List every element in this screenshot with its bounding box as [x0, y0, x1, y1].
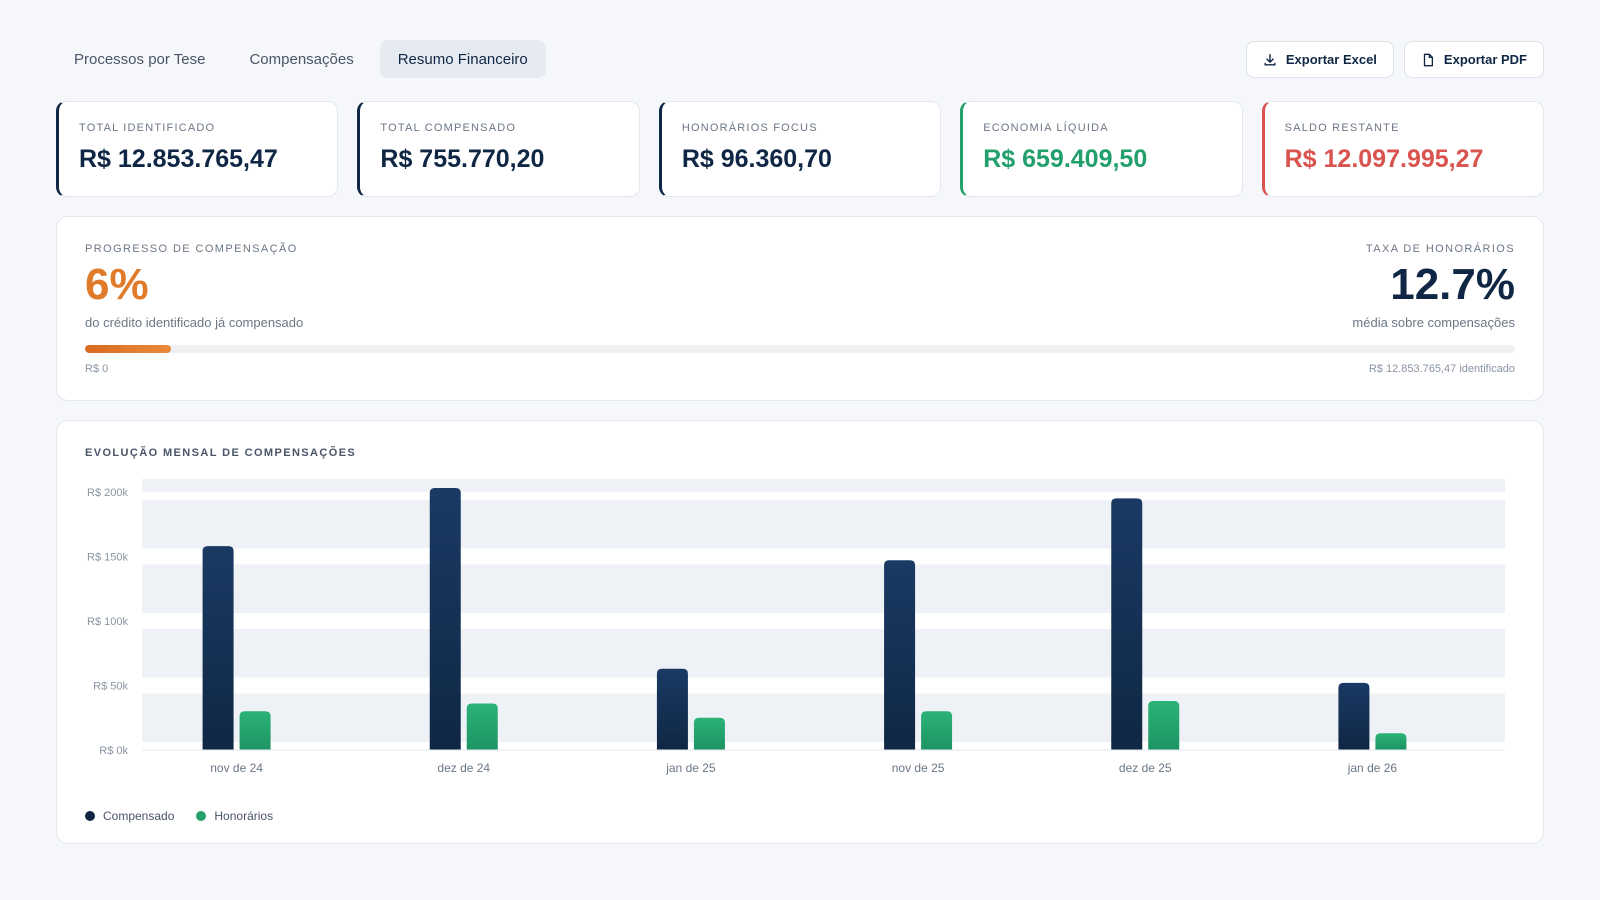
grid-band [142, 499, 1505, 549]
x-tick-label: jan de 26 [1347, 761, 1398, 775]
tab-bar: Processos por Tese Compensações Resumo F… [56, 40, 546, 78]
fee-rate-caption: média sobre compensações [1352, 315, 1515, 331]
kpi-label: Total Compensado [380, 122, 517, 134]
bar-compensado [1338, 682, 1370, 750]
x-tick-label: nov de 24 [210, 761, 263, 775]
kpi-value: R$ 659.409,50 [983, 145, 1148, 173]
grid-band [142, 564, 1505, 613]
download-icon [1264, 53, 1276, 66]
grid-band [142, 628, 1505, 678]
progress-min-label: R$ 0 [85, 363, 109, 375]
bar-compensado [202, 546, 234, 750]
bar-honorarios [466, 703, 498, 750]
progress-summary: Progresso de Compensação 6% do crédito i… [85, 243, 303, 330]
kpi-economia-liquida: Economia Líquida R$ 659.409,50 [960, 101, 1243, 197]
export-pdf-button[interactable]: Exportar PDF [1403, 41, 1544, 78]
y-tick-label: R$ 50k [93, 680, 128, 692]
kpi-value: R$ 12.097.995,27 [1284, 145, 1484, 173]
export-excel-button[interactable]: Exportar Excel [1245, 41, 1394, 78]
fee-rate-value: 12.7% [1390, 260, 1515, 309]
legend-item-compensado: Compensado [85, 809, 174, 823]
bar-compensado [884, 560, 916, 750]
tab-resumo-financeiro[interactable]: Resumo Financeiro [379, 40, 546, 78]
kpi-label: Economia Líquida [983, 122, 1109, 134]
legend-swatch [196, 811, 207, 821]
kpi-value: R$ 755.770,20 [380, 145, 545, 173]
progress-value: 6% [85, 260, 149, 309]
x-tick-label: dez de 24 [437, 761, 490, 775]
fee-rate-summary: Taxa de Honorários 12.7% média sobre com… [1352, 243, 1515, 330]
chart-legend: Compensado Honorários [85, 809, 273, 823]
x-tick-label: jan de 25 [665, 761, 716, 775]
bar-honorarios [239, 711, 271, 750]
progress-bar [85, 345, 1515, 353]
kpi-value: R$ 12.853.765,47 [79, 145, 278, 173]
file-icon [1423, 53, 1433, 66]
kpi-total-identificado: Total Identificado R$ 12.853.765,47 [56, 101, 339, 197]
progress-bar-fill [85, 345, 171, 353]
legend-label: Honorários [214, 809, 274, 823]
legend-swatch [85, 811, 95, 821]
y-tick-label: R$ 0k [99, 745, 128, 757]
bar-compensado [1111, 498, 1143, 750]
x-tick-label: nov de 25 [892, 761, 945, 775]
kpi-row: Total Identificado R$ 12.853.765,47 Tota… [56, 101, 1545, 197]
y-tick-label: R$ 100k [87, 616, 128, 628]
kpi-label: Honorários Focus [681, 122, 818, 134]
x-tick-label: dez de 25 [1119, 761, 1172, 775]
monthly-chart-card: Evolução Mensal de Compensações R$ 0k R$ … [56, 420, 1544, 844]
legend-label: Compensado [103, 809, 175, 823]
grid-band [142, 693, 1505, 742]
bar-honorarios [921, 711, 953, 750]
bar-honorarios [1375, 733, 1407, 750]
y-tick-label: R$ 150k [87, 551, 128, 563]
kpi-honorarios-focus: Honorários Focus R$ 96.360,70 [658, 101, 942, 197]
y-tick-label: R$ 200k [87, 487, 128, 499]
progress-max-label: R$ 12.853.765,47 identificado [1368, 363, 1515, 375]
kpi-label: Total Identificado [79, 122, 216, 134]
progress-card: Progresso de Compensação 6% do crédito i… [56, 216, 1544, 401]
export-actions: Exportar Excel Exportar PDF [1245, 41, 1544, 78]
export-excel-label: Exportar Excel [1285, 52, 1377, 67]
chart-title: Evolução Mensal de Compensações [85, 447, 357, 459]
bar-compensado [656, 668, 688, 750]
fee-rate-label: Taxa de Honorários [1365, 243, 1515, 255]
export-pdf-label: Exportar PDF [1443, 52, 1527, 67]
bar-compensado [429, 488, 461, 750]
monthly-bar-chart: R$ 0k R$ 50k R$ 100k R$ 150k R$ 200k nov de 2… [87, 479, 1505, 775]
kpi-label: Saldo Restante [1284, 122, 1400, 134]
tab-compensacoes[interactable]: Compensações [249, 50, 354, 68]
kpi-total-compensado: Total Compensado R$ 755.770,20 [357, 101, 640, 197]
progress-caption: do crédito identificado já compensado [85, 315, 304, 331]
grid-band [142, 479, 1505, 492]
kpi-saldo-restante: Saldo Restante R$ 12.097.995,27 [1261, 101, 1545, 197]
bar-honorarios [1148, 700, 1180, 750]
tab-processos-por-tese[interactable]: Processos por Tese [74, 50, 206, 68]
legend-item-honorarios: Honorários [196, 809, 273, 823]
bar-honorarios [693, 717, 725, 750]
progress-label: Progresso de Compensação [85, 243, 298, 255]
kpi-value: R$ 96.360,70 [681, 145, 832, 173]
